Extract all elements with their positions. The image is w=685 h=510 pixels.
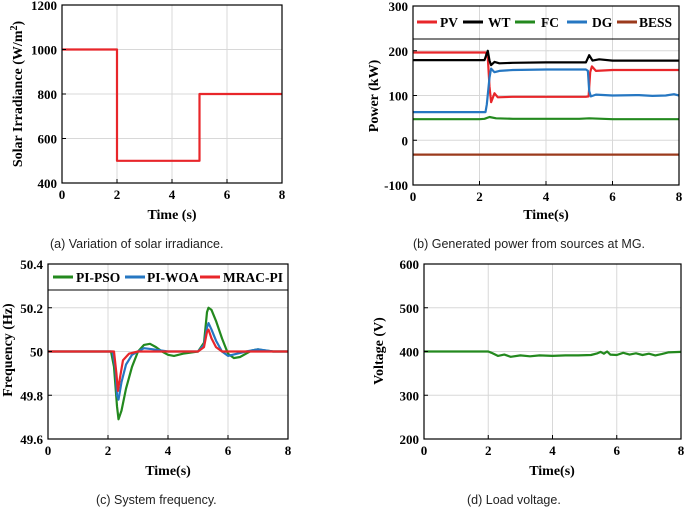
- caption-a: (a) Variation of solar irradiance.: [50, 237, 224, 251]
- panel-d-x-tick-label: 4: [549, 443, 556, 458]
- panel-c-x-tick-label: 2: [105, 443, 112, 458]
- panel-b-legend: PV WT FC DG BESS: [417, 15, 672, 30]
- panel-d-x-tick-label: 0: [421, 443, 428, 458]
- panel-c-y-tick-label: 50.2: [20, 301, 43, 316]
- panel-a-x-tick-label: 4: [169, 187, 176, 202]
- panel-d-y-tick-label: 400: [400, 345, 420, 360]
- panel-b-series-wt: [413, 49, 679, 67]
- panel-d-x-tick-label: 2: [485, 443, 492, 458]
- panel-c-legend-label-pi-pso: PI-PSO: [76, 270, 120, 285]
- panel-d-y-tick-label: 300: [400, 388, 420, 403]
- panel-a-x-tick-label: 6: [224, 187, 231, 202]
- panel-a-y-tick-label: 800: [38, 87, 58, 102]
- panel-c-x-tick-label: 0: [45, 443, 52, 458]
- panel-a-x-tick-label: 2: [114, 187, 121, 202]
- caption-c: (c) System frequency.: [96, 493, 217, 507]
- panel-b-series-fc: [413, 115, 679, 121]
- panel-a-x-axis-label: Time (s): [147, 208, 196, 223]
- panel-d-grid: [424, 264, 681, 439]
- panel-d-series: [424, 350, 682, 358]
- panel-d-y-axis-label: Voltage (V): [372, 317, 387, 385]
- panel-b-legend-label-dg: DG: [592, 15, 613, 30]
- panel-b-y-tick-label: 0: [402, 133, 409, 148]
- panel-c-series-mrac-pi: [48, 328, 288, 392]
- panel-a-ticks: 0 2 4 6 8 400 600 800 1000 1200: [31, 0, 286, 202]
- panel-b-x-tick-label: 0: [410, 189, 417, 204]
- panel-b-x-tick-label: 6: [609, 189, 616, 204]
- panel-d-x-tick-label: 6: [614, 443, 621, 458]
- panel-c-y-tick-label: 50.4: [20, 257, 43, 272]
- panel-c-series: [48, 306, 288, 421]
- panel-d-y-tick-label: 500: [400, 301, 420, 316]
- panel-a-y-tick-label: 400: [38, 176, 58, 191]
- panel-c-x-tick-label: 6: [225, 443, 232, 458]
- panel-d-x-axis-label: Time(s): [529, 464, 575, 479]
- panel-b-x-axis-label: Time(s): [523, 208, 569, 223]
- panel-a-y-tick-label: 1000: [31, 43, 57, 58]
- panel-c-x-axis-label: Time(s): [145, 464, 191, 479]
- panel-b-y-tick-label: 200: [389, 44, 409, 59]
- panel-c-x-tick-label: 4: [165, 443, 172, 458]
- panel-b-series-dg: [413, 67, 680, 114]
- panel-d-x-tick-label: 8: [678, 443, 685, 458]
- panel-d-y-tick-label: 600: [400, 257, 420, 272]
- panel-d-y-tick-label: 200: [400, 432, 420, 447]
- panel-a: 0 2 4 6 8 400 600 800 1000 1200 Time (s) Solar Ir…: [9, 0, 286, 223]
- panel-c-x-tick-label: 8: [285, 443, 292, 458]
- panel-a-series-irradiance: [62, 48, 282, 162]
- panel-b-x-tick-label: 4: [543, 189, 550, 204]
- panel-c-legend: PI-PSO PI-WOA MRAC-PI: [53, 270, 283, 285]
- panel-b-y-tick-label: 100: [389, 89, 409, 104]
- panel-b-x-tick-label: 8: [676, 189, 683, 204]
- panel-b-y-axis-label: Power (kW): [367, 59, 382, 132]
- panel-b-y-tick-label: -100: [384, 178, 408, 193]
- panel-a-y-tick-label: 600: [38, 132, 58, 147]
- panel-c-y-axis-label: Frequency (Hz): [1, 303, 16, 397]
- panel-a-series: [62, 48, 282, 162]
- panel-b-legend-label-bess: BESS: [639, 15, 672, 30]
- caption-b: (b) Generated power from sources at MG.: [413, 237, 646, 251]
- panel-b-series: [413, 49, 680, 156]
- panel-c-legend-label-pi-woa: PI-WOA: [147, 270, 199, 285]
- panel-b-legend-label-pv: PV: [440, 15, 458, 30]
- panel-c-legend-label-mrac-pi: MRAC-PI: [223, 270, 283, 285]
- panel-c-y-tick-label: 49.6: [20, 432, 43, 447]
- caption-d: (d) Load voltage.: [467, 493, 561, 507]
- panel-a-y-axis-label: Solar Irradiance (W/m2): [9, 21, 26, 168]
- panel-c-y-tick-label: 50: [30, 345, 43, 360]
- panel-d: 0 2 4 6 8 200 300 400 500 600 Time(s) Voltage (V): [372, 257, 685, 479]
- panel-a-x-tick-label: 8: [279, 187, 286, 202]
- panel-b-x-tick-label: 2: [476, 189, 483, 204]
- panel-c-y-tick-label: 49.8: [20, 388, 43, 403]
- panel-b-y-tick-label: 300: [389, 0, 409, 14]
- panel-d-series-voltage: [424, 350, 682, 358]
- panel-b-legend-label-fc: FC: [541, 15, 559, 30]
- panel-a-x-tick-label: 0: [59, 187, 66, 202]
- panel-c: 0 2 4 6 8 49.6 49.8 50 50.2 50.4 PI-PSO PI-WOA MR…: [1, 257, 292, 479]
- panel-b-legend-label-wt: WT: [488, 15, 511, 30]
- panel-a-y-tick-label: 1200: [31, 0, 57, 13]
- panel-c-ticks: 0 2 4 6 8 49.6 49.8 50 50.2 50.4: [20, 257, 292, 458]
- panel-d-ticks: 0 2 4 6 8 200 300 400 500 600: [400, 257, 685, 458]
